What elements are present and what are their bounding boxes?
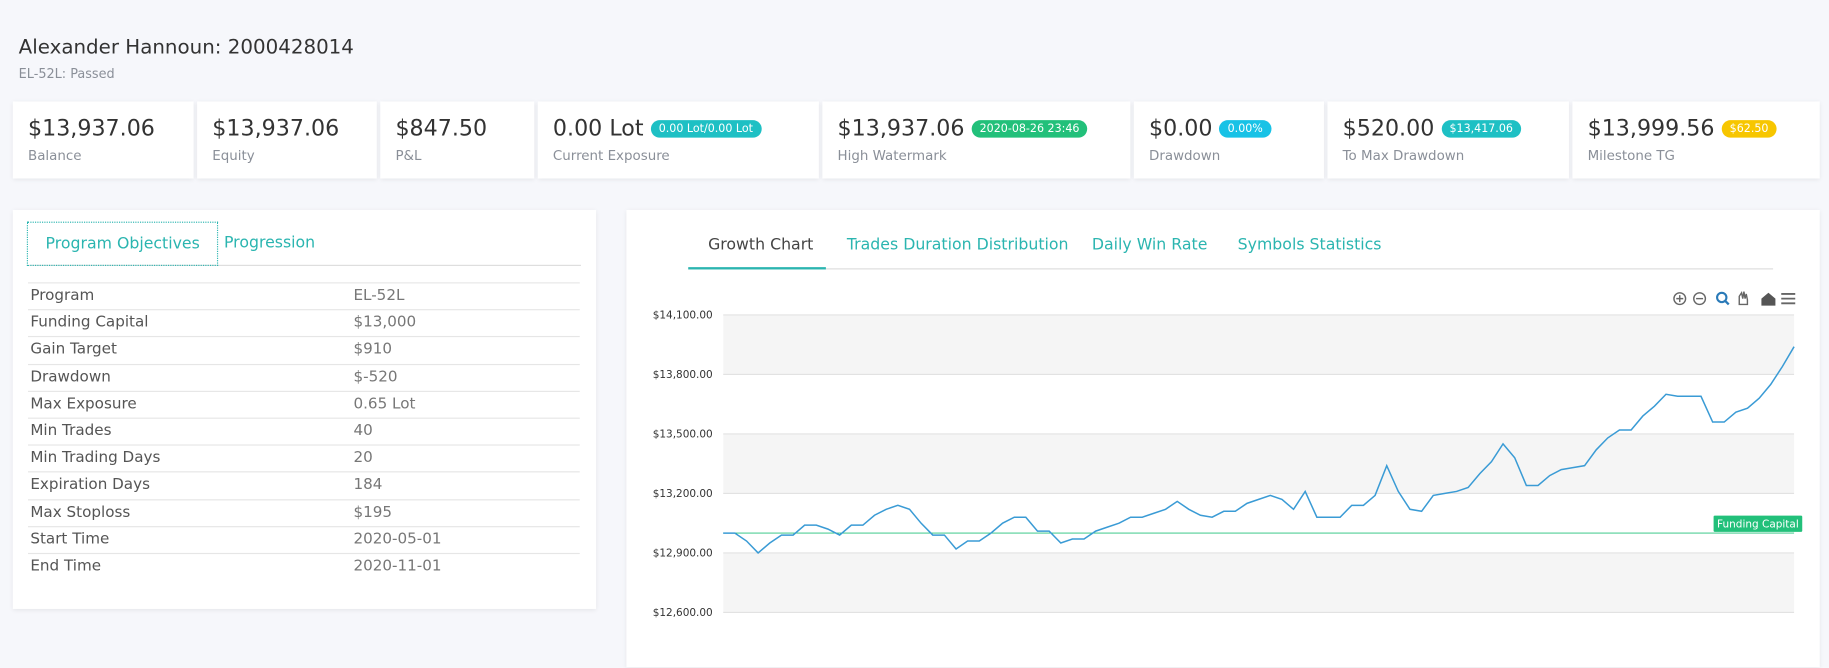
table-row: Min Trading Days 20 <box>27 444 580 472</box>
stat-label: Equity <box>212 146 255 164</box>
row-value: $13,000 <box>353 314 417 332</box>
table-row: Expiration Days 184 <box>27 471 580 499</box>
stat-value-text: $0.00 <box>1149 115 1213 142</box>
stat-value: $13,999.56 $62.50 <box>1588 115 1777 141</box>
row-value: 184 <box>353 476 383 494</box>
objective-tab[interactable]: Progression <box>223 233 316 252</box>
row-label: End Time <box>30 557 102 576</box>
row-label: Drawdown <box>30 368 111 386</box>
growth-line <box>723 346 1795 554</box>
row-label: Min Trades <box>30 422 112 440</box>
stat-value-text: $13,999.56 <box>1587 115 1715 142</box>
account-title: Alexander Hannoun: 2000428014 <box>18 36 354 60</box>
growth-chart: $12,600.00 $12,900.00 $13,200.00 $13,500.00… <box>653 290 1803 619</box>
y-tick-label: $13,200.00 <box>653 488 713 500</box>
table-row: Drawdown $-520 <box>27 363 580 390</box>
stat-card: $13,937.06 2020-08-26 23:46 High Watermark <box>822 101 1131 179</box>
stat-value: $13,937.06 2020-08-26 23:46 <box>838 115 1088 141</box>
row-label: Expiration Days <box>30 476 150 494</box>
row-value: 2020-05-01 <box>353 530 442 549</box>
stat-label: Balance <box>27 146 82 164</box>
row-value: EL-52L <box>353 286 405 305</box>
table-row: Max Exposure 0.65 Lot <box>27 390 580 418</box>
stat-label: Milestone TG <box>1587 146 1675 164</box>
table-row: Funding Capital $13,000 <box>27 309 580 336</box>
grid-band <box>723 433 1795 494</box>
toolbar[interactable] <box>1673 290 1796 306</box>
grid-band <box>723 314 1795 375</box>
row-value: $-520 <box>353 368 398 386</box>
stat-value: $13,937.06 <box>28 115 155 141</box>
chart-tab[interactable]: Trades Duration Distribution <box>846 235 1069 255</box>
stat-label: Drawdown <box>1149 146 1221 164</box>
stat-value-text: $13,937.06 <box>837 115 965 142</box>
y-tick-label: $14,100.00 <box>653 309 713 321</box>
annotation-box <box>1713 515 1803 532</box>
stat-value: $520.00 $13,417.06 <box>1342 115 1522 142</box>
row-value: 0.65 Lot <box>353 395 416 413</box>
row-label: Start Time <box>30 530 110 549</box>
stat-value: $0.00 0.00% <box>1149 115 1272 142</box>
row-label: Gain Target <box>30 341 117 359</box>
stat-value-text: $847.50 <box>395 115 488 142</box>
stat-label: Current Exposure <box>552 146 670 164</box>
stat-card: $0.00 0.00% Drawdown <box>1133 101 1324 179</box>
stat-value-text: $13,937.06 <box>27 115 155 142</box>
stat-card: $13,937.06 Equity <box>197 101 377 179</box>
y-tick-label: $13,800.00 <box>653 369 713 381</box>
row-label: Max Exposure <box>30 395 137 413</box>
stat-label: High Watermark <box>837 146 947 164</box>
table-row: Min Trades 40 <box>27 417 580 445</box>
stat-badge: $62.50 <box>1721 120 1777 138</box>
y-tick-label: $13,500.00 <box>653 428 713 440</box>
stat-value-text: $13,937.06 <box>212 115 340 142</box>
row-value: 20 <box>353 449 373 467</box>
objective-tab[interactable]: Program Objectives <box>26 221 219 266</box>
stat-card: $13,937.06 Balance <box>12 101 194 179</box>
stat-badge: $13,417.06 <box>1441 120 1522 138</box>
tab-divider <box>688 268 1774 270</box>
table-row: Start Time 2020-05-01 <box>27 525 580 553</box>
annotation-text: Funding Capital <box>1717 518 1799 530</box>
table-row: Program EL-52L <box>27 282 580 309</box>
stat-card: 0.00 Lot 0.00 Lot/0.00 Lot Current Exposur… <box>537 101 819 179</box>
stat-value-text: $520.00 <box>1342 115 1435 142</box>
row-value: $195 <box>353 503 393 521</box>
stat-badge: 0.00 Lot/0.00 Lot <box>650 120 762 138</box>
stat-badge: 2020-08-26 23:46 <box>971 120 1088 138</box>
tab-divider <box>26 264 581 266</box>
grid-band <box>723 552 1795 613</box>
stat-value: 0.00 Lot 0.00 Lot/0.00 Lot <box>552 115 762 142</box>
row-label: Max Stoploss <box>30 503 131 521</box>
table-row: End Time 2020-11-01 <box>27 552 580 580</box>
stat-value: $13,937.06 <box>212 115 339 141</box>
stat-value: $847.50 <box>395 115 487 141</box>
row-value: $910 <box>353 341 393 359</box>
stat-value-text: 0.00 Lot <box>552 115 644 142</box>
row-label: Program <box>30 286 95 305</box>
chart-panel: $12,600.00 $12,900.00 $13,200.00 $13,500.00… <box>626 209 1820 668</box>
chart-tab[interactable]: Daily Win Rate <box>1091 235 1208 255</box>
active-tab-underline <box>688 267 826 270</box>
row-value: 2020-11-01 <box>353 557 442 576</box>
row-label: Funding Capital <box>30 314 149 332</box>
table-row: Gain Target $910 <box>27 336 580 363</box>
stat-card: $520.00 $13,417.06 To Max Drawdown <box>1327 101 1569 179</box>
row-value: 40 <box>353 422 373 440</box>
stat-card: $13,999.56 $62.50 Milestone TG <box>1572 101 1820 179</box>
chart-tab[interactable]: Growth Chart <box>708 235 814 255</box>
table-row: Max Stoploss $195 <box>27 498 580 526</box>
stat-label: P&L <box>395 146 422 164</box>
y-tick-label: $12,600.00 <box>653 607 713 619</box>
stat-label: To Max Drawdown <box>1342 146 1465 164</box>
chart-tab[interactable]: Symbols Statistics <box>1237 235 1382 255</box>
y-tick-label: $12,900.00 <box>653 547 713 559</box>
account-subtitle: EL-52L: Passed <box>18 66 115 82</box>
row-label: Min Trading Days <box>30 449 161 467</box>
objectives-panel: Program Objectives Progression Program EL-5… <box>12 209 597 609</box>
stat-badge: 0.00% <box>1219 120 1272 138</box>
stat-card: $847.50 P&L <box>380 101 535 179</box>
